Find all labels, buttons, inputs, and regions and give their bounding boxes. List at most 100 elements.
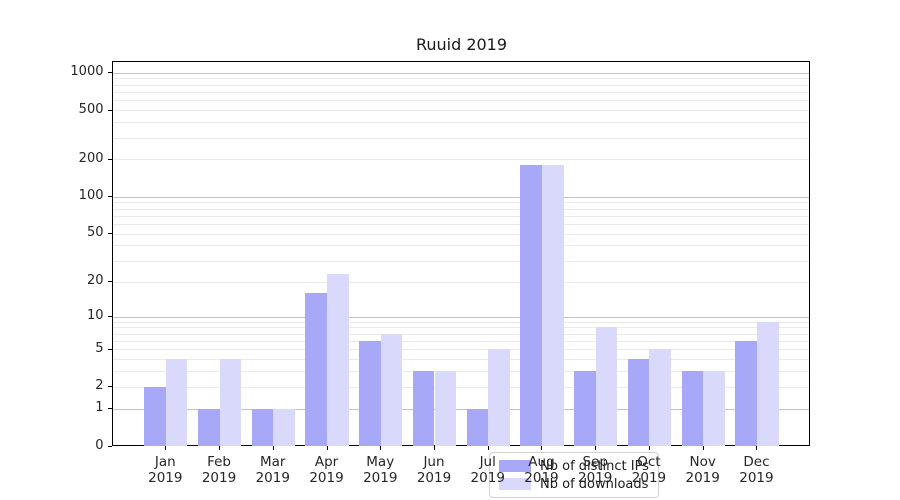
gridline-minor	[113, 245, 809, 247]
bar-distinct-ips-aug	[520, 165, 542, 447]
y-tick-label: 2	[95, 378, 104, 394]
y-tick-label: 10	[86, 308, 104, 324]
gridline-minor	[113, 340, 809, 342]
x-tick-mark	[595, 445, 597, 450]
bar-downloads-aug	[541, 165, 564, 447]
bar-downloads-jan	[165, 359, 188, 447]
y-tick-mark	[108, 348, 112, 350]
gridline-minor	[113, 371, 809, 373]
bar-downloads-dec	[756, 321, 779, 447]
x-tick-label-may: May 2019	[363, 453, 398, 486]
x-tick-label-oct: Oct 2019	[631, 453, 667, 486]
bar-downloads-sep	[595, 327, 618, 447]
gridline-minor	[113, 233, 809, 235]
gridline-minor	[113, 386, 809, 388]
legend-item-distinct-ips: Nb of distinct IPs	[499, 459, 649, 474]
bar-distinct-ips-may	[359, 340, 381, 447]
chart-title: Ruuid 2019	[415, 35, 508, 54]
x-tick-mark	[219, 445, 221, 450]
y-tick-label: 1000	[70, 64, 104, 80]
y-tick-mark	[108, 281, 112, 283]
bar-downloads-apr	[327, 274, 349, 447]
legend-swatch-distinct-ips	[499, 460, 531, 472]
bar-distinct-ips-mar	[251, 408, 274, 447]
x-tick-mark	[165, 445, 167, 450]
bar-downloads-mar	[273, 408, 295, 447]
bar-downloads-nov	[703, 371, 725, 447]
y-tick-label: 50	[86, 225, 104, 241]
y-tick-mark	[108, 72, 112, 74]
x-tick-label-apr: Apr 2019	[309, 453, 344, 486]
legend-label-downloads: Nb of downloads	[540, 476, 649, 492]
x-tick-mark	[648, 445, 650, 450]
y-tick-label: 5	[95, 340, 104, 356]
bar-distinct-ips-jan	[144, 386, 166, 447]
gridline-major	[113, 72, 809, 74]
x-tick-mark	[756, 445, 758, 450]
x-tick-label-jun: Jun 2019	[416, 453, 452, 486]
gridline-major	[113, 408, 809, 410]
legend-swatch-downloads	[499, 478, 531, 490]
gridline-major	[113, 316, 809, 318]
gridline-minor	[113, 78, 809, 80]
x-tick-label-mar: Mar 2019	[255, 453, 290, 486]
legend: Nb of distinct IPs Nb of downloads	[489, 452, 659, 498]
x-tick-label-aug: Aug 2019	[524, 453, 559, 486]
y-tick-mark	[108, 408, 112, 410]
x-tick-mark	[702, 445, 704, 450]
gridline-minor	[113, 84, 809, 86]
bar-distinct-ips-jun	[412, 371, 435, 447]
bar-downloads-jul	[488, 349, 510, 447]
bar-distinct-ips-nov	[681, 371, 704, 447]
gridline-minor	[113, 159, 809, 161]
x-tick-mark	[487, 445, 489, 450]
gridline-minor	[113, 122, 809, 124]
x-tick-mark	[380, 445, 382, 450]
y-tick-mark	[108, 158, 112, 160]
y-tick-label: 200	[78, 150, 104, 166]
x-tick-mark	[434, 445, 435, 450]
y-tick-mark	[108, 316, 112, 318]
x-tick-mark	[272, 445, 274, 450]
x-tick-mark	[326, 445, 328, 450]
x-tick-label-jul: Jul 2019	[470, 453, 505, 486]
gridline-minor	[113, 91, 809, 93]
y-tick-mark	[108, 445, 112, 447]
bar-distinct-ips-jul	[466, 408, 489, 447]
x-tick-label-dec: Dec 2019	[739, 453, 774, 486]
legend-item-downloads: Nb of downloads	[499, 477, 649, 492]
gridline-minor	[113, 333, 809, 335]
x-tick-label-nov: Nov 2019	[685, 453, 720, 486]
bar-distinct-ips-dec	[735, 340, 757, 447]
bar-distinct-ips-apr	[305, 293, 327, 447]
x-tick-label-jan: Jan 2019	[148, 453, 183, 486]
gridline-minor	[113, 327, 809, 329]
gridline-minor	[113, 202, 809, 204]
bar-downloads-jun	[434, 371, 457, 447]
gridline-major	[113, 196, 809, 198]
y-tick-label: 1	[95, 400, 104, 416]
bar-downloads-feb	[219, 359, 242, 447]
gridline-minor	[113, 223, 809, 225]
y-tick-mark	[108, 386, 112, 388]
y-tick-mark	[108, 109, 112, 111]
y-tick-label: 20	[86, 273, 104, 289]
x-tick-mark	[541, 445, 543, 450]
bar-downloads-may	[380, 333, 403, 447]
legend-label-distinct-ips: Nb of distinct IPs	[540, 458, 649, 474]
x-tick-label-feb: Feb 2019	[201, 453, 237, 486]
plot-area: Nb of distinct IPs Nb of downloads	[112, 61, 810, 498]
y-tick-mark	[108, 233, 112, 235]
gridline-minor	[113, 359, 809, 361]
bar-distinct-ips-feb	[197, 408, 220, 447]
gridline-minor	[113, 281, 809, 283]
gridline-minor	[113, 260, 809, 262]
bar-distinct-ips-oct	[627, 359, 650, 447]
gridline-minor	[113, 349, 809, 351]
y-tick-label: 0	[95, 437, 104, 453]
bar-downloads-oct	[649, 349, 672, 447]
y-tick-label: 500	[78, 101, 104, 117]
gridline-minor	[113, 321, 809, 323]
y-tick-mark	[108, 196, 112, 198]
